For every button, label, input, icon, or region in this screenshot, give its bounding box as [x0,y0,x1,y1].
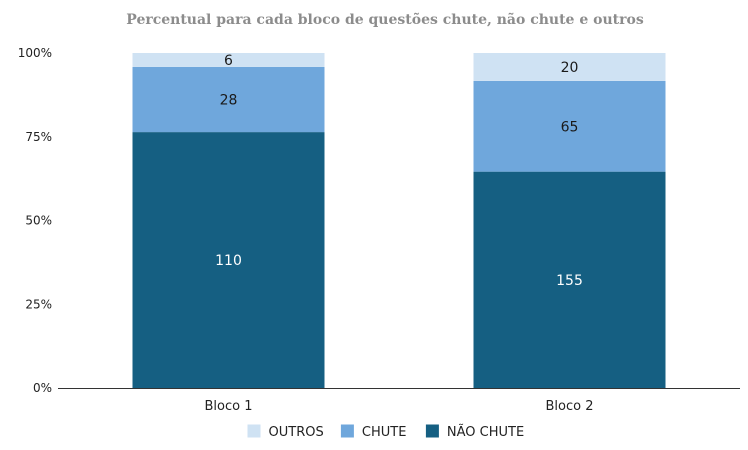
legend: OUTROS CHUTE NÃO CHUTE [247,424,524,440]
x-tick-label: Bloco 1 [205,399,253,414]
y-tick-label: 75% [25,130,52,144]
x-axis-labels: Bloco 1 Bloco 2 [205,399,594,414]
bar-segment [473,80,666,172]
y-tick-label: 25% [25,297,52,311]
legend-swatch [425,424,439,438]
legend-swatch [247,424,261,438]
bar-segment [132,132,325,388]
y-axis-ticks: 0% 25% 50% 75% 100% [18,46,52,395]
y-tick-label: 100% [18,46,52,60]
legend-label: CHUTE [362,425,407,440]
bars: 110 28 6 155 65 20 [132,53,666,388]
legend-label: NÃO CHUTE [447,424,524,440]
y-tick-label: 0% [33,381,52,395]
data-label: 110 [215,253,242,269]
bar-segment [473,53,666,81]
data-label: 20 [561,60,579,76]
data-label: 28 [220,93,238,109]
chart-title: Percentual para cada bloco de questões c… [126,11,644,28]
bar-segment [473,171,666,388]
legend-label: OUTROS [269,425,324,440]
data-label: 6 [224,53,233,69]
bar-segment [132,53,325,67]
data-label: 65 [561,119,579,135]
y-tick-label: 50% [25,214,52,228]
bar-segment [132,66,325,133]
legend-swatch [340,424,354,438]
x-tick-label: Bloco 2 [546,399,594,414]
data-label: 155 [556,273,583,289]
